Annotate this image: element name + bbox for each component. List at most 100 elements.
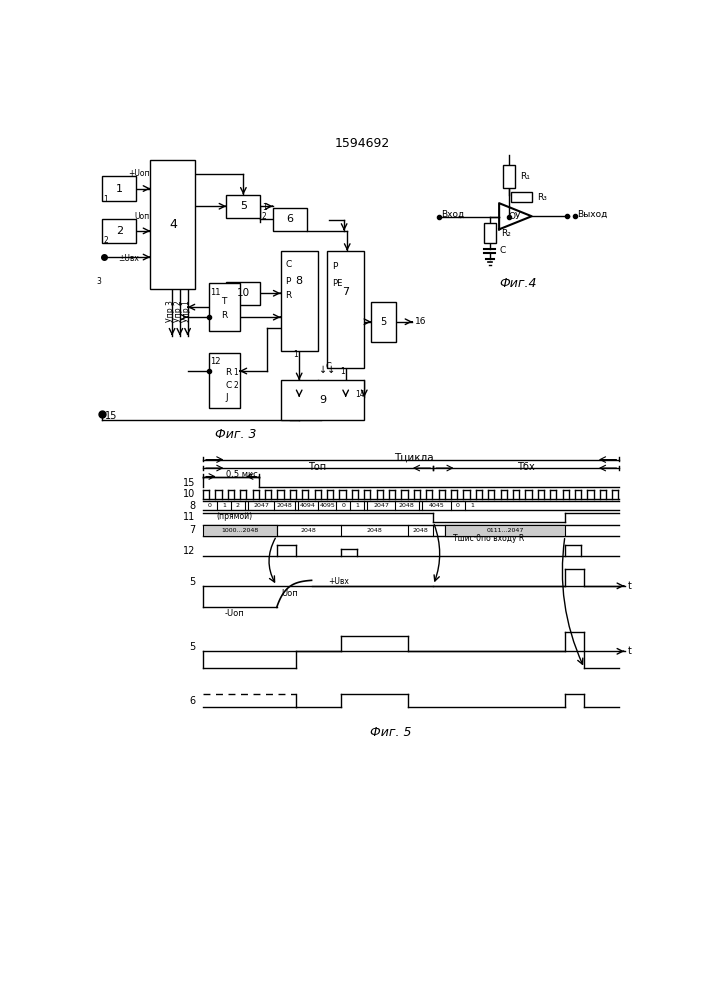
Text: 0: 0	[456, 503, 460, 508]
Text: 1: 1	[470, 503, 474, 508]
Bar	[226, 282, 260, 305]
Text: T: T	[221, 297, 227, 306]
Text: 6: 6	[286, 214, 293, 224]
Text: 5: 5	[189, 642, 195, 652]
Text: 15: 15	[105, 411, 118, 421]
Bar	[209, 283, 240, 331]
Text: 0111...2047: 0111...2047	[486, 528, 524, 533]
Text: 2048: 2048	[399, 503, 414, 508]
Text: PE: PE	[332, 279, 342, 288]
Text: 11: 11	[210, 288, 221, 297]
Text: Uоп: Uоп	[134, 212, 150, 221]
Bar	[151, 160, 195, 289]
Text: 9: 9	[319, 395, 326, 405]
Text: R: R	[226, 368, 232, 377]
Text: C: C	[499, 246, 506, 255]
Text: Упр 1: Упр 1	[182, 300, 190, 322]
Text: R₁: R₁	[520, 172, 530, 181]
Text: Упр 2: Упр 2	[174, 300, 183, 322]
Text: +Uвх: +Uвх	[328, 578, 349, 586]
Text: Фиг. 5: Фиг. 5	[370, 726, 411, 739]
Text: 1: 1	[356, 503, 359, 508]
Text: 6: 6	[189, 696, 195, 706]
Text: R: R	[221, 311, 227, 320]
Text: R: R	[285, 291, 291, 300]
Text: 3: 3	[96, 277, 101, 286]
Text: 8: 8	[296, 276, 303, 286]
Text: 4095: 4095	[319, 503, 335, 508]
Bar	[103, 176, 136, 201]
Text: t: t	[628, 581, 632, 591]
Text: ±Uвх: ±Uвх	[118, 254, 139, 263]
Text: 5: 5	[240, 201, 247, 211]
Text: ↓↓: ↓↓	[319, 364, 335, 374]
Text: 2: 2	[236, 503, 240, 508]
Text: Тцикла: Тцикла	[394, 452, 433, 462]
Text: 1: 1	[222, 503, 226, 508]
Text: 12: 12	[210, 357, 221, 366]
Text: 2: 2	[103, 236, 108, 245]
Text: 5: 5	[380, 317, 387, 327]
Text: 1: 1	[103, 195, 108, 204]
Text: 1: 1	[262, 203, 267, 212]
Text: 4094: 4094	[300, 503, 316, 508]
Text: 5: 5	[189, 577, 195, 587]
Bar	[445, 525, 565, 536]
Bar	[273, 208, 307, 231]
Text: 1594692: 1594692	[334, 137, 390, 150]
Text: 1: 1	[340, 367, 345, 376]
Text: Топ: Топ	[308, 462, 326, 472]
Text: 2: 2	[233, 381, 238, 390]
Text: 1: 1	[293, 350, 298, 359]
Text: 2: 2	[116, 226, 123, 236]
Bar	[503, 165, 515, 188]
Text: Упр 3: Упр 3	[166, 300, 175, 322]
Text: 8: 8	[189, 501, 195, 511]
Text: ОУ: ОУ	[508, 212, 521, 221]
Text: Тбх: Тбх	[518, 462, 535, 472]
Text: R₃: R₃	[537, 192, 547, 202]
Text: 11: 11	[183, 512, 195, 522]
Text: -Uоп: -Uоп	[224, 609, 244, 618]
Text: 7: 7	[189, 525, 195, 535]
Text: 1: 1	[233, 368, 238, 377]
Text: 0: 0	[208, 503, 212, 508]
Text: 1000...2048: 1000...2048	[221, 528, 259, 533]
Text: t: t	[628, 646, 632, 656]
Text: 2048: 2048	[367, 528, 382, 533]
Text: 10: 10	[183, 489, 195, 499]
Bar	[209, 353, 240, 408]
Text: 7: 7	[342, 287, 349, 297]
Text: 1: 1	[116, 184, 123, 194]
Bar	[510, 192, 532, 202]
Text: 2047: 2047	[253, 503, 269, 508]
Text: 2047: 2047	[373, 503, 389, 508]
Bar	[327, 251, 364, 368]
Text: 0: 0	[341, 503, 345, 508]
Bar	[226, 195, 260, 218]
Text: P: P	[332, 262, 337, 271]
Text: Тшис·0по входу R: Тшис·0по входу R	[452, 534, 524, 543]
Text: 16: 16	[414, 317, 426, 326]
Text: 4: 4	[169, 218, 177, 231]
Text: 12: 12	[183, 546, 195, 556]
Text: C: C	[326, 362, 332, 371]
Text: Вход: Вход	[441, 209, 464, 218]
Text: 0,5 мкс.: 0,5 мкс.	[226, 470, 261, 479]
Bar	[281, 380, 364, 420]
Text: (прямой): (прямой)	[216, 512, 252, 521]
Text: 2048: 2048	[276, 503, 292, 508]
Bar	[281, 251, 317, 351]
Text: C: C	[285, 260, 291, 269]
Text: 4045: 4045	[428, 503, 444, 508]
Text: Выход: Выход	[577, 209, 607, 218]
Text: 10: 10	[237, 288, 250, 298]
Text: P: P	[285, 277, 291, 286]
Text: 2: 2	[262, 212, 267, 221]
Text: Фиг. 3: Фиг. 3	[215, 428, 257, 441]
Bar	[203, 525, 276, 536]
Text: 14: 14	[355, 390, 364, 399]
Text: 2048: 2048	[301, 528, 317, 533]
Text: Uоп: Uоп	[281, 589, 298, 598]
Bar	[103, 219, 136, 243]
